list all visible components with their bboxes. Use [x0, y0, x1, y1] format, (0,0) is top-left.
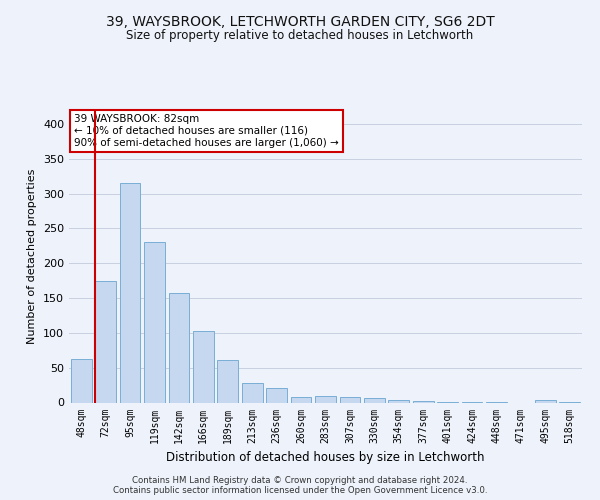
Bar	[388, 400, 409, 402]
Bar	[535, 400, 556, 402]
X-axis label: Distribution of detached houses by size in Letchworth: Distribution of detached houses by size …	[166, 451, 485, 464]
Text: 39, WAYSBROOK, LETCHWORTH GARDEN CITY, SG6 2DT: 39, WAYSBROOK, LETCHWORTH GARDEN CITY, S…	[106, 15, 494, 29]
Bar	[169, 293, 190, 403]
Bar	[340, 397, 361, 402]
Text: Contains public sector information licensed under the Open Government Licence v3: Contains public sector information licen…	[113, 486, 487, 495]
Text: Size of property relative to detached houses in Letchworth: Size of property relative to detached ho…	[127, 29, 473, 42]
Text: 39 WAYSBROOK: 82sqm
← 10% of detached houses are smaller (116)
90% of semi-detac: 39 WAYSBROOK: 82sqm ← 10% of detached ho…	[74, 114, 339, 148]
Bar	[95, 280, 116, 402]
Y-axis label: Number of detached properties: Number of detached properties	[28, 168, 37, 344]
Text: Contains HM Land Registry data © Crown copyright and database right 2024.: Contains HM Land Registry data © Crown c…	[132, 476, 468, 485]
Bar	[266, 388, 287, 402]
Bar	[193, 332, 214, 402]
Bar	[217, 360, 238, 403]
Bar	[119, 183, 140, 402]
Bar	[290, 397, 311, 402]
Bar	[315, 396, 336, 402]
Bar	[71, 358, 92, 403]
Bar	[242, 383, 263, 402]
Bar	[364, 398, 385, 402]
Bar	[144, 242, 165, 402]
Bar	[413, 401, 434, 402]
